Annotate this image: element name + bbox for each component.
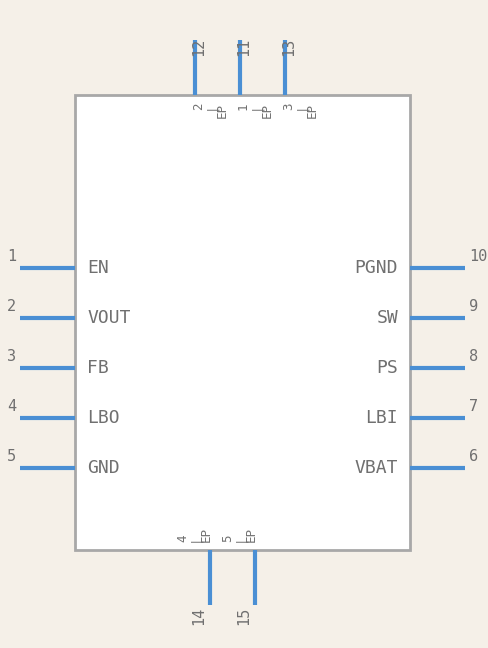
Bar	[75, 95, 410, 550]
Text: 9: 9	[469, 299, 478, 314]
Text: 2: 2	[7, 299, 16, 314]
Text: VOUT: VOUT	[87, 309, 130, 327]
Text: 5
|
EP: 5 | EP	[221, 527, 258, 542]
Text: 3
|
EP: 3 | EP	[282, 103, 319, 118]
Text: 13: 13	[281, 38, 296, 56]
Text: LBO: LBO	[87, 409, 120, 427]
Text: 11: 11	[236, 38, 251, 56]
Text: 3: 3	[7, 349, 16, 364]
Text: 14: 14	[191, 607, 206, 625]
Text: 1: 1	[7, 249, 16, 264]
Text: VBAT: VBAT	[354, 459, 398, 477]
Text: 12: 12	[191, 38, 206, 56]
Text: FB: FB	[87, 359, 109, 377]
Text: 2
|
EP: 2 | EP	[192, 103, 229, 118]
Text: 15: 15	[236, 607, 251, 625]
Text: 5: 5	[7, 449, 16, 464]
Text: GND: GND	[87, 459, 120, 477]
Text: 4
|
EP: 4 | EP	[176, 527, 213, 542]
Text: 4: 4	[7, 399, 16, 414]
Text: 8: 8	[469, 349, 478, 364]
Text: SW: SW	[376, 309, 398, 327]
Text: 10: 10	[469, 249, 487, 264]
Text: 7: 7	[469, 399, 478, 414]
Text: 6: 6	[469, 449, 478, 464]
Text: PS: PS	[376, 359, 398, 377]
Text: 1
|
EP: 1 | EP	[237, 103, 274, 118]
Text: PGND: PGND	[354, 259, 398, 277]
Text: EN: EN	[87, 259, 109, 277]
Text: LBI: LBI	[366, 409, 398, 427]
